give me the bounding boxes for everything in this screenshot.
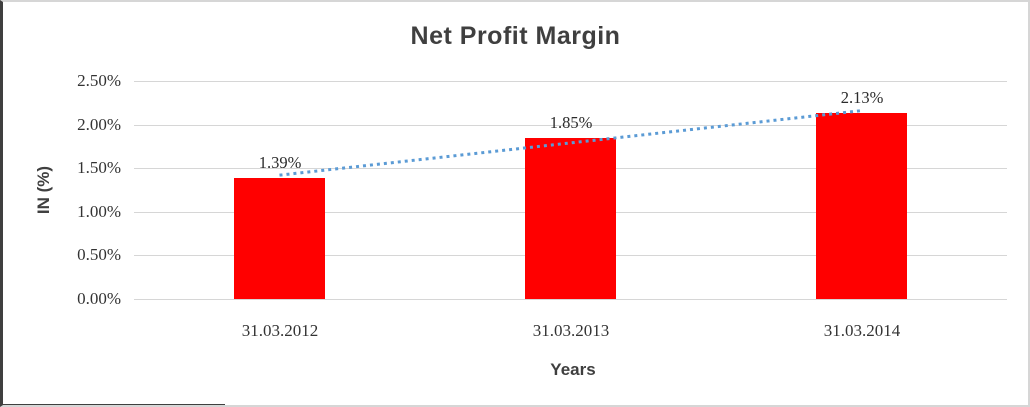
frame-border-accent-top [0, 0, 225, 2]
bar [234, 178, 325, 299]
bar-data-label: 1.85% [549, 113, 593, 132]
chart-title: Net Profit Margin [410, 22, 621, 50]
gridline [134, 81, 1007, 82]
y-axis-tick-label: 2.50% [77, 71, 121, 90]
bar [525, 138, 616, 299]
bar-data-label: 2.13% [840, 88, 884, 107]
bar-data-label: 1.39% [258, 153, 302, 172]
gridline [134, 299, 1007, 300]
y-axis-tick-label: 2.00% [77, 115, 121, 134]
x-axis-tick-label: 31.03.2012 [241, 321, 319, 340]
y-axis-tick-label: 0.50% [77, 245, 121, 264]
bar [816, 113, 907, 299]
x-axis-tick-label: 31.03.2013 [532, 321, 610, 340]
y-axis-tick-label: 1.00% [77, 202, 121, 221]
y-axis-tick-label: 0.00% [77, 289, 121, 308]
x-axis-title: Years [550, 360, 596, 379]
x-axis-tick-label: 31.03.2014 [823, 321, 901, 340]
frame-border-accent-bottom [3, 404, 225, 405]
y-axis-tick-label: 1.50% [77, 158, 121, 177]
